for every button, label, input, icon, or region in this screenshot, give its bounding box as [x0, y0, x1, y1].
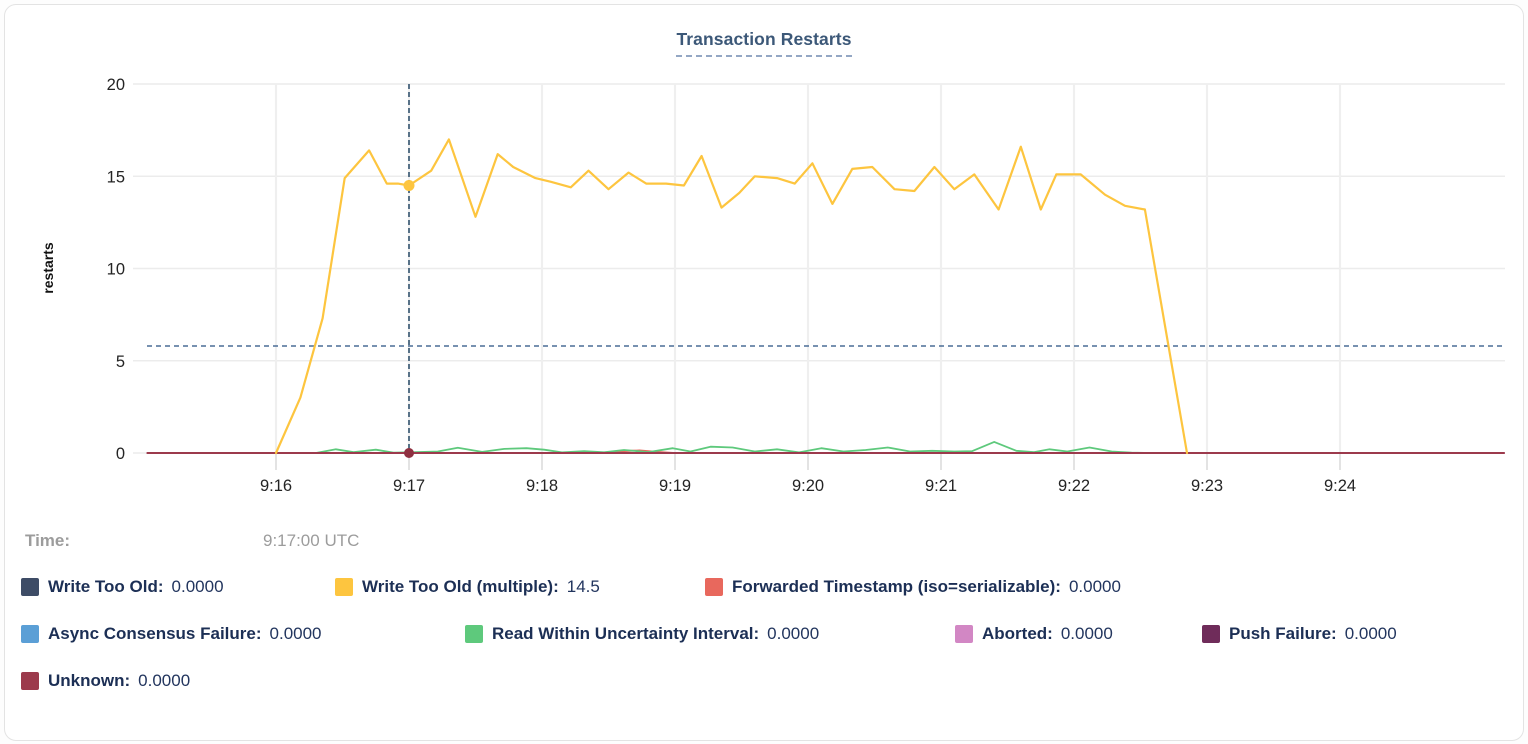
transaction-restarts-chart[interactable]: 0 5 10 15 20 9:16 9:17 9:18 9:19 9:20 9:21 9:22 9:23…	[5, 63, 1524, 513]
legend-item: Unknown: 0.0000	[21, 671, 190, 691]
legend-series-value: 0.0000	[269, 624, 322, 643]
time-value: 9:17:00 UTC	[263, 531, 360, 550]
x-tick-label: 9:20	[792, 477, 824, 495]
legend-row: Unknown: 0.0000	[5, 663, 1523, 710]
series-line	[274, 138, 1189, 455]
legend-swatch	[21, 625, 39, 643]
hover-dot	[403, 179, 415, 191]
legend-swatch	[465, 625, 483, 643]
legend-series-label: Forwarded Timestamp (iso=serializable):	[732, 577, 1061, 596]
legend-series-label: Aborted:	[982, 624, 1053, 643]
x-tick-label: 9:23	[1191, 477, 1223, 495]
y-tick-label: 20	[107, 76, 125, 94]
legend-swatch	[335, 578, 353, 596]
legend-series-label: Push Failure:	[1229, 624, 1337, 643]
y-tick-label: 5	[116, 353, 125, 371]
legend-series-value: 0.0000	[767, 624, 820, 643]
legend-series-label: Write Too Old (multiple):	[362, 577, 559, 596]
series-line	[314, 440, 1149, 454]
x-tick-label: 9:18	[526, 477, 558, 495]
y-tick-label: 15	[107, 168, 125, 186]
x-tick-label: 9:21	[925, 477, 957, 495]
legend-series-label: Unknown:	[48, 671, 131, 690]
y-tick-label: 10	[107, 261, 125, 279]
legend-series-value: 0.0000	[138, 671, 191, 690]
legend-item: Write Too Old: 0.0000	[21, 577, 224, 597]
chart-legend: Write Too Old: 0.0000 Write Too Old (multi…	[5, 569, 1523, 710]
legend-series-value: 0.0000	[1068, 577, 1121, 596]
legend-series-value: 0.0000	[1060, 624, 1113, 643]
legend-item: Forwarded Timestamp (iso=serializable): 0…	[705, 577, 1121, 597]
hover-dot	[404, 448, 414, 458]
legend-series-value: 0.0000	[1344, 624, 1397, 643]
x-tick-label: 9:16	[260, 477, 292, 495]
legend-item: Read Within Uncertainty Interval: 0.0000	[465, 624, 819, 644]
legend-series-label: Read Within Uncertainty Interval:	[492, 624, 760, 643]
legend-item: Async Consensus Failure: 0.0000	[21, 624, 322, 644]
legend-swatch	[21, 672, 39, 690]
legend-swatch	[21, 578, 39, 596]
x-tick-label: 9:17	[393, 477, 425, 495]
legend-item: Push Failure: 0.0000	[1202, 624, 1397, 644]
legend-series-value: 14.5	[566, 577, 600, 596]
legend-series-label: Async Consensus Failure:	[48, 624, 262, 643]
chart-title[interactable]: Transaction Restarts	[676, 29, 852, 57]
hover-time-row: Time: 9:17:00 UTC	[5, 527, 1523, 557]
legend-item: Write Too Old (multiple): 14.5	[335, 577, 600, 597]
y-axis-label: restarts	[40, 242, 56, 294]
legend-swatch	[1202, 625, 1220, 643]
x-tick-label: 9:19	[659, 477, 691, 495]
legend-swatch	[955, 625, 973, 643]
x-tick-label: 9:22	[1058, 477, 1090, 495]
legend-row: Async Consensus Failure: 0.0000 Read Withi…	[5, 616, 1523, 663]
legend-item: Aborted: 0.0000	[955, 624, 1113, 644]
graph-card: Transaction Restarts 0 5 10 15 20 9:16 9:17 9:1…	[4, 4, 1524, 741]
legend-swatch	[705, 578, 723, 596]
legend-series-label: Write Too Old:	[48, 577, 164, 596]
legend-row: Write Too Old: 0.0000 Write Too Old (multi…	[5, 569, 1523, 616]
x-tick-label: 9:24	[1324, 477, 1356, 495]
time-label: Time:	[25, 531, 71, 550]
chart-header: Transaction Restarts	[5, 29, 1523, 63]
legend-series-value: 0.0000	[171, 577, 224, 596]
y-tick-label: 0	[116, 445, 125, 463]
